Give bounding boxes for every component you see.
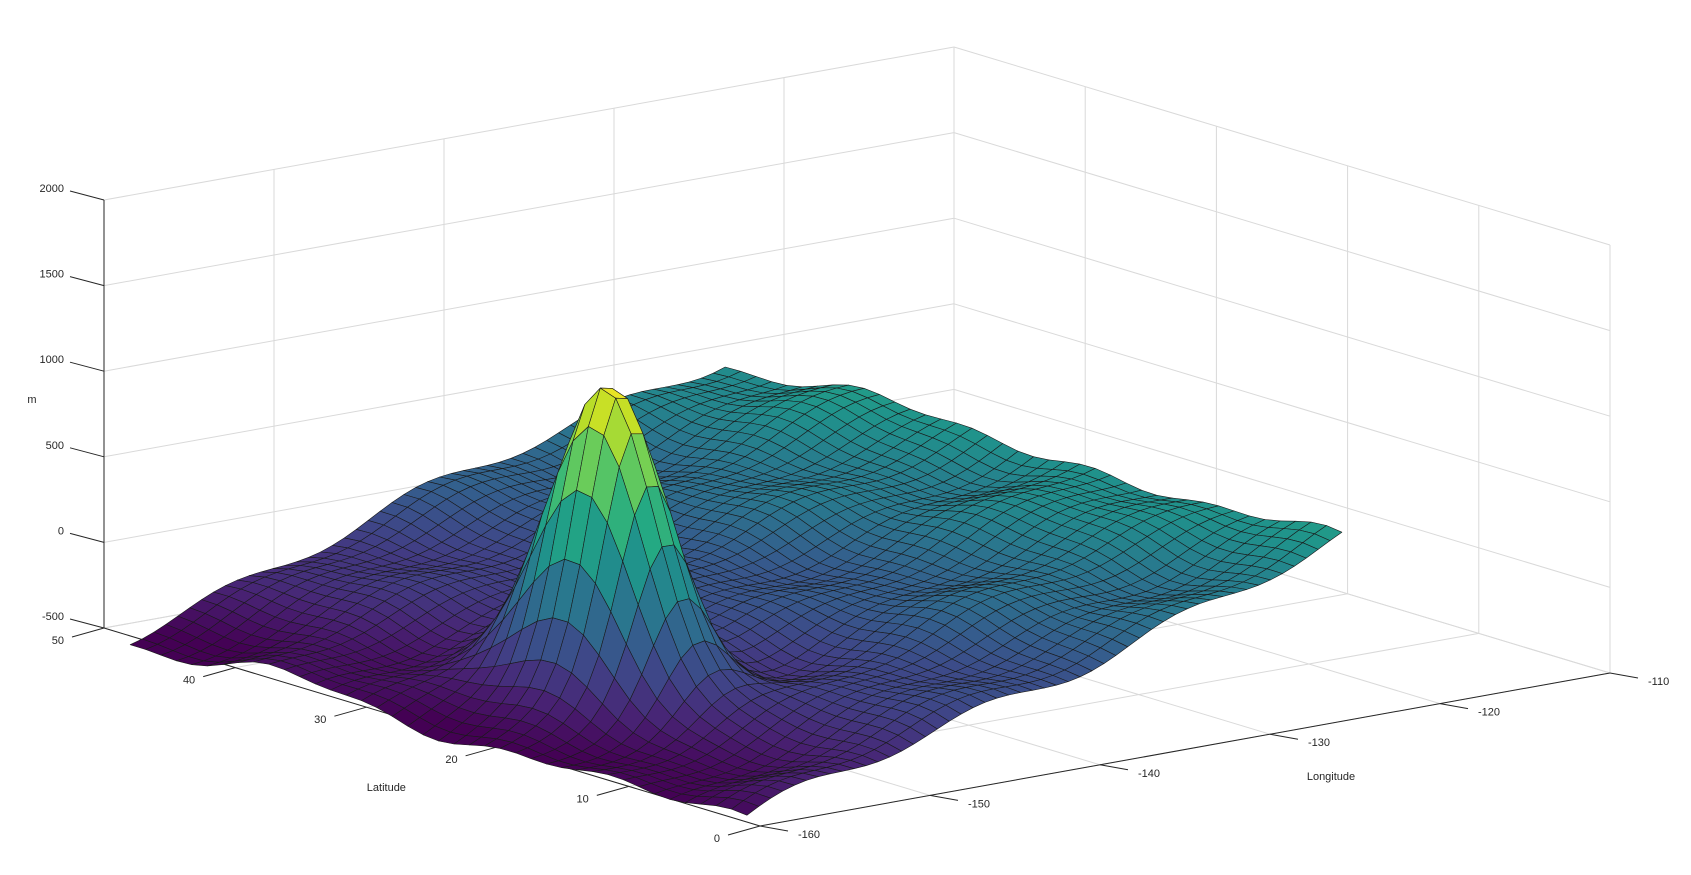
x-tick-label: -140 [1138,768,1160,780]
x-tick-label: -130 [1308,737,1330,749]
z-tick-label: 500 [46,440,64,452]
y-tick-label: 0 [714,833,720,845]
y-tick-label: 20 [445,754,457,766]
z-axis-label: m [27,394,36,406]
z-tick-label: 2000 [40,183,64,195]
z-tick [69,618,105,629]
y-tick [596,785,629,796]
x-tick-label: -110 [1648,676,1669,688]
label-layer: -160 -150 -140 -130 -120 -110 0 10 20 30 40 50 -500 0… [27,183,1669,845]
z-tick-label: 1500 [40,269,64,281]
z-tick [69,190,105,201]
z-tick [69,276,105,287]
y-tick [465,746,498,757]
x-tick-label: -160 [798,829,820,841]
y-tick-label: 40 [183,675,195,687]
grid-line-z-side [953,46,1611,246]
y-tick-label: 30 [314,714,326,726]
grid-line-z-side [953,217,1611,417]
grid-line-z-side [953,303,1611,503]
x-tick [1439,703,1469,710]
z-tick-label: 0 [58,525,64,537]
z-tick [69,361,105,372]
y-tick-label: 50 [52,635,64,647]
x-tick [1099,764,1129,771]
x-tick [1609,672,1639,679]
y-tick [727,825,761,836]
x-tick [1269,733,1299,740]
z-tick [69,447,105,458]
x-axis-label: Longitude [1307,771,1355,783]
grid-line-z-back [103,217,955,372]
grid-line-z-back [103,46,955,201]
grid-line-z-side [953,132,1611,332]
y-tick-label: 10 [577,793,589,805]
z-tick-label: -500 [42,611,64,623]
x-axis-line [759,672,1611,827]
y-axis-label: Latitude [367,782,406,794]
x-tick [929,794,959,801]
x-tick [759,825,789,832]
grid-line-z-back [103,132,955,287]
x-tick-label: -120 [1478,707,1500,719]
x-tick-label: -150 [968,798,990,810]
grid-line-z-back [103,303,955,458]
y-tick [71,627,105,638]
z-tick [69,532,105,543]
z-tick-label: 1000 [40,354,64,366]
surface-layer [129,366,1343,816]
y-tick [334,706,367,717]
y-tick [203,667,236,678]
surface-patch [731,800,760,816]
grid-line-z-side [953,388,1611,588]
